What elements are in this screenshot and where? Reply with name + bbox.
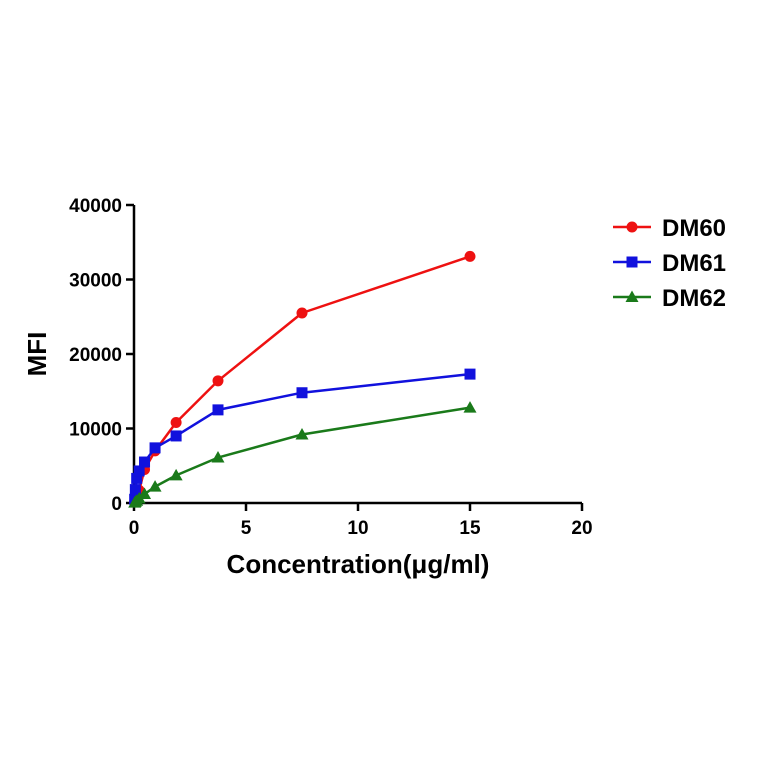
legend-label: DM60 [662,215,726,242]
y-tick-label: 10000 [69,420,122,441]
legend-marker [625,290,639,302]
series-line-dm62 [133,406,471,504]
series-dm62 [128,401,477,508]
y-axis-title: MFI [22,332,52,377]
y-ticks: 0 10000 20000 30000 40000 [69,196,134,515]
legend: DM60 DM61 DM62 [613,215,726,312]
y-tick-label: 20000 [69,345,122,366]
data-point-dm60 [296,307,308,319]
data-point-dm62 [169,468,183,481]
data-point-dm61 [212,404,224,416]
data-point-dm61 [149,442,161,454]
x-tick-label: 10 [347,518,368,539]
x-tick-label: 15 [459,518,481,539]
x-tick-label: 5 [241,518,252,539]
legend-marker [626,256,638,268]
data-point-dm61 [133,465,145,477]
data-point-dm60 [464,250,476,262]
data-point-dm62 [211,451,225,463]
legend-label: DM61 [662,250,726,277]
y-tick-label: 40000 [69,196,122,217]
data-point-dm61 [170,430,182,442]
y-tick-label: 0 [111,494,122,515]
x-ticks: 0 5 10 15 20 [129,503,593,539]
data-point-dm62 [463,401,477,413]
data-point-dm61 [139,456,151,468]
data-point-dm60 [170,417,182,429]
data-point-dm62 [148,480,162,492]
data-point-dm61 [131,472,143,484]
legend-marker [626,221,638,233]
data-point-dm62 [295,427,309,440]
data-point-dm61 [296,387,308,399]
x-tick-label: 20 [571,518,592,539]
legend-item-dm62: DM62 [613,285,726,312]
x-tick-label: 0 [129,518,140,539]
axes [132,205,582,505]
legend-item-dm61: DM61 [613,250,726,277]
series-layer [128,250,477,508]
data-point-dm60 [212,375,224,387]
x-axis-title: Concentration(μg/ml) [227,549,490,579]
legend-item-dm60: DM60 [613,215,726,242]
data-point-dm61 [129,484,141,496]
legend-label: DM62 [662,285,726,312]
data-point-dm62 [138,487,152,500]
data-point-dm61 [464,368,476,380]
series-line-dm61 [133,372,471,500]
y-tick-label: 30000 [69,271,122,292]
